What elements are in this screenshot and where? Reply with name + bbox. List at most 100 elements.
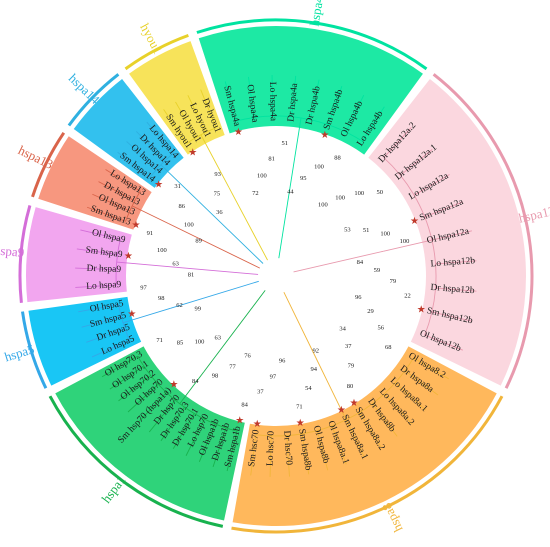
bootstrap-value: 100 xyxy=(400,238,410,245)
star-icon: ★ xyxy=(169,380,178,391)
leaf-branch xyxy=(160,406,185,442)
leaf-branch xyxy=(136,131,166,162)
bootstrap-value: 97 xyxy=(270,373,277,380)
band-hspa1 xyxy=(55,346,245,521)
leaf-branch xyxy=(105,169,141,192)
bootstrap-value: 100 xyxy=(380,231,390,238)
clade-arc xyxy=(255,357,414,437)
band-hspa12 xyxy=(368,78,526,386)
ring-hspa5 xyxy=(21,311,48,389)
band-hspa14 xyxy=(73,78,184,188)
clade-label-hspa9: hspa9 xyxy=(0,242,25,260)
leaf-branch xyxy=(148,399,176,433)
leaf-branch xyxy=(76,248,118,255)
leaf-branch xyxy=(118,375,151,402)
leaf-branch xyxy=(431,230,472,241)
leaf-branch xyxy=(80,229,121,240)
root-stem xyxy=(278,157,296,259)
bootstrap-value: 81 xyxy=(268,156,275,163)
leaf-branch xyxy=(86,206,126,222)
bootstrap-value: 75 xyxy=(214,191,221,198)
leaf-branch xyxy=(78,304,119,313)
leaf-branch xyxy=(137,392,167,423)
leaf-branch xyxy=(435,260,477,265)
bootstrap-value: 99 xyxy=(194,306,201,313)
bootstrap-value: 62 xyxy=(176,302,183,309)
bootstrap-value: 71 xyxy=(156,337,163,344)
bootstrap-value: 100 xyxy=(257,172,267,179)
leaf-branch xyxy=(361,106,385,142)
leaf-branch xyxy=(187,95,207,133)
star-icon: ★ xyxy=(188,147,197,158)
root-stem xyxy=(203,290,266,373)
root-stem xyxy=(170,280,259,309)
bootstrap-value: 79 xyxy=(390,278,397,285)
bootstrap-value: 84 xyxy=(241,402,248,409)
leaf-branch xyxy=(86,328,126,343)
leaf-label: Lo hspa4a xyxy=(267,82,278,122)
bootstrap-value: 100 xyxy=(354,190,364,197)
bootstrap-value: 63 xyxy=(172,261,179,268)
clade-arc xyxy=(125,190,141,222)
clade-stem xyxy=(160,164,198,200)
leaf-branch xyxy=(75,267,117,271)
band-hspa9 xyxy=(25,207,132,303)
leaf-branch xyxy=(200,89,217,128)
bootstrap-value: 89 xyxy=(195,237,202,244)
clade-label-hyou1: hyou1 xyxy=(137,21,166,57)
clade-label-hspa13: hspa13 xyxy=(16,142,56,172)
bootstrap-value: 84 xyxy=(192,378,199,385)
leaf-branch xyxy=(163,109,187,144)
bootstrap-value: 51 xyxy=(363,227,370,234)
bootstrap-value: 63 xyxy=(214,334,221,341)
bootstrap-value: 100 xyxy=(157,247,167,254)
leaf-branch xyxy=(101,355,138,378)
leaf-branch xyxy=(175,101,197,138)
clade-arc xyxy=(149,153,174,178)
ring-hspa13 xyxy=(31,131,66,198)
leaf-branch xyxy=(91,340,130,358)
bootstrap-value: 98 xyxy=(158,295,165,302)
bootstrap-value: 76 xyxy=(244,353,251,360)
bootstrap-value: 100 xyxy=(184,221,194,228)
leaf-branch xyxy=(172,413,195,449)
bootstrap-value: 96 xyxy=(279,357,286,364)
star-icon: ★ xyxy=(320,130,329,141)
clade-stem xyxy=(319,365,347,421)
leaf-branch xyxy=(435,287,477,292)
leaf-branch xyxy=(301,433,310,475)
ring-hspa1 xyxy=(48,395,224,528)
clade-label-hspa1: hspa1 xyxy=(98,472,128,505)
bootstrap-value: 81 xyxy=(188,271,195,278)
bootstrap-value: 94 xyxy=(311,366,318,373)
star-icon: ★ xyxy=(296,418,305,429)
star-icon: ★ xyxy=(417,305,426,316)
bootstrap-value: 100 xyxy=(314,164,324,171)
bootstrap-value: 98 xyxy=(212,372,219,379)
ring-hyou1 xyxy=(124,33,189,71)
leaf-label: Lo hspa9 xyxy=(86,280,122,292)
bootstrap-value: 88 xyxy=(334,155,341,162)
leaf-branch xyxy=(316,430,329,471)
leaf-branch xyxy=(431,311,472,322)
star-icon: ★ xyxy=(154,179,163,190)
leaf-branch xyxy=(384,393,413,425)
leaf-branch xyxy=(327,85,343,125)
star-icon: ★ xyxy=(132,220,141,231)
bootstrap-value: 50 xyxy=(376,189,383,196)
clade-stem xyxy=(294,117,302,158)
leaf-branch xyxy=(413,357,449,380)
leaf-label: Sm hspa9 xyxy=(85,245,123,260)
clade-stem xyxy=(116,261,177,268)
leaf-branch xyxy=(372,403,398,437)
leaf-branch xyxy=(226,431,238,472)
bootstrap-value: 77 xyxy=(229,364,236,371)
band-hspa4 xyxy=(198,26,423,155)
leaf-branch xyxy=(269,435,272,477)
leaf-branch xyxy=(126,141,158,170)
bootstrap-value: 36 xyxy=(216,209,223,216)
leaf-branch xyxy=(92,193,131,212)
bootstrap-value: 86 xyxy=(179,203,186,210)
bootstrap-value: 91 xyxy=(147,230,154,237)
clade-stem xyxy=(131,205,169,224)
